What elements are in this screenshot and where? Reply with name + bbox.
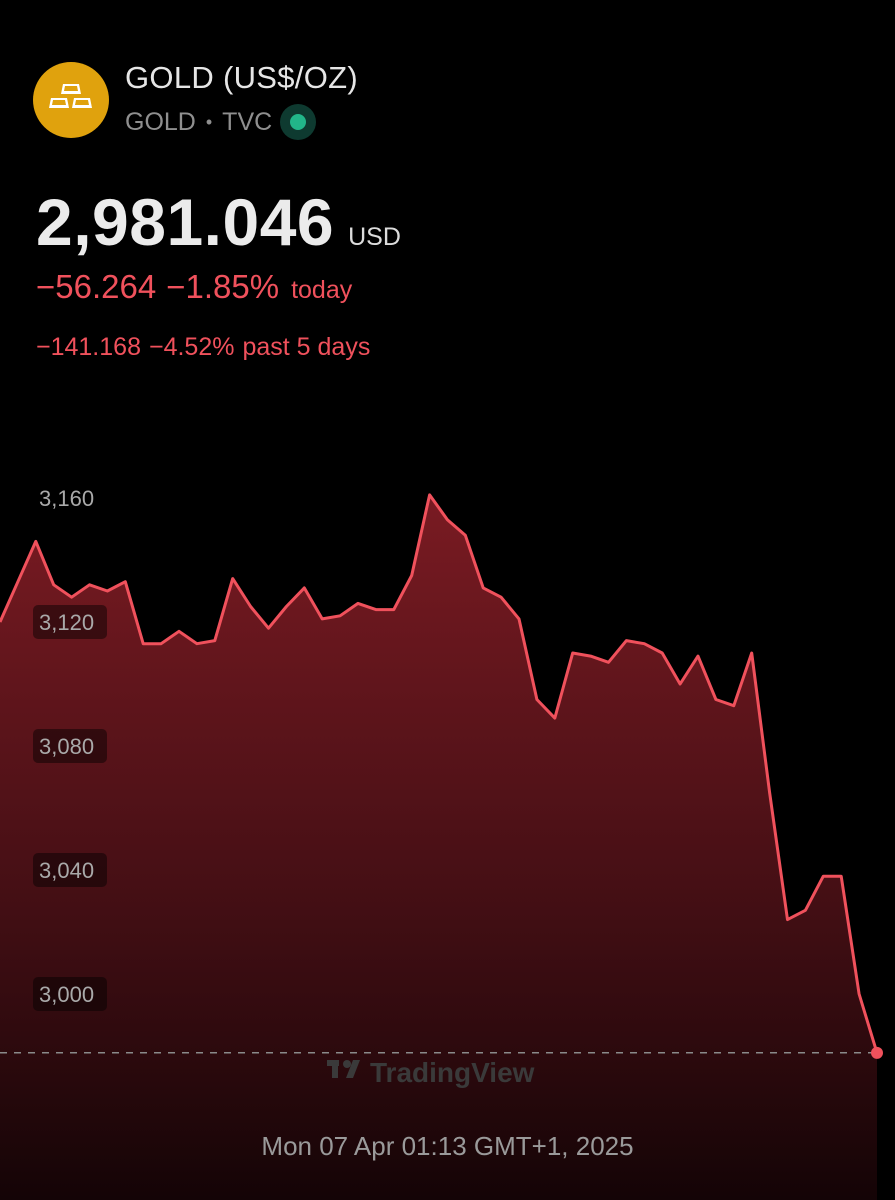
gold-bars-icon	[33, 62, 109, 138]
tradingview-watermark: TradingView	[327, 1057, 535, 1088]
change5-absolute: −141.168	[36, 333, 141, 361]
separator-dot: •	[205, 111, 213, 132]
currency-label: USD	[348, 223, 401, 251]
watermark-text: TradingView	[370, 1057, 535, 1088]
daily-change: −56.264 −1.85% today	[36, 268, 352, 306]
y-axis-tick: 3,160	[33, 481, 107, 515]
change-percent: −1.85%	[166, 268, 280, 305]
price-series-line	[0, 493, 879, 1054]
exchange-label: TVC	[222, 107, 273, 136]
y-axis-tick: 3,120	[33, 605, 107, 639]
y-axis-tick: 3,040	[33, 853, 107, 887]
symbol-title: GOLD (US$/OZ)	[125, 60, 358, 95]
change-period-label: today	[291, 276, 353, 304]
y-axis-tick-label: 3,120	[39, 610, 94, 635]
market-open-dot-icon	[280, 104, 317, 140]
y-axis-tick-label: 3,080	[39, 734, 94, 759]
symbol-subtitle: GOLD • TVC	[125, 104, 358, 140]
y-axis-tick: 3,000	[33, 977, 107, 1011]
change5-percent: −4.52%	[148, 333, 235, 361]
symbol-header: GOLD (US$/OZ) GOLD • TVC	[33, 60, 358, 140]
five-day-change: −141.168 −4.52% past 5 days	[36, 333, 370, 362]
price-area-fill	[0, 494, 877, 1200]
last-price-point	[871, 1046, 883, 1059]
ticker-label: GOLD	[125, 107, 196, 136]
y-axis-tick-label: 3,000	[39, 982, 94, 1007]
change5-period-label: past 5 days	[242, 333, 371, 361]
price-area-chart[interactable]: 3,000 3,040 3,080 3,120 3,160 TradingView	[0, 460, 895, 1200]
y-axis-tick-label: 3,160	[39, 486, 94, 511]
y-axis-tick: 3,080	[33, 729, 107, 763]
y-axis-tick-label: 3,040	[39, 858, 94, 883]
price-row: 2,981.046 USD	[36, 184, 401, 260]
chart-timestamp: Mon 07 Apr 01:13 GMT+1, 2025	[261, 1131, 634, 1161]
last-price: 2,981.046	[36, 185, 335, 259]
change-absolute: −56.264	[36, 268, 157, 305]
